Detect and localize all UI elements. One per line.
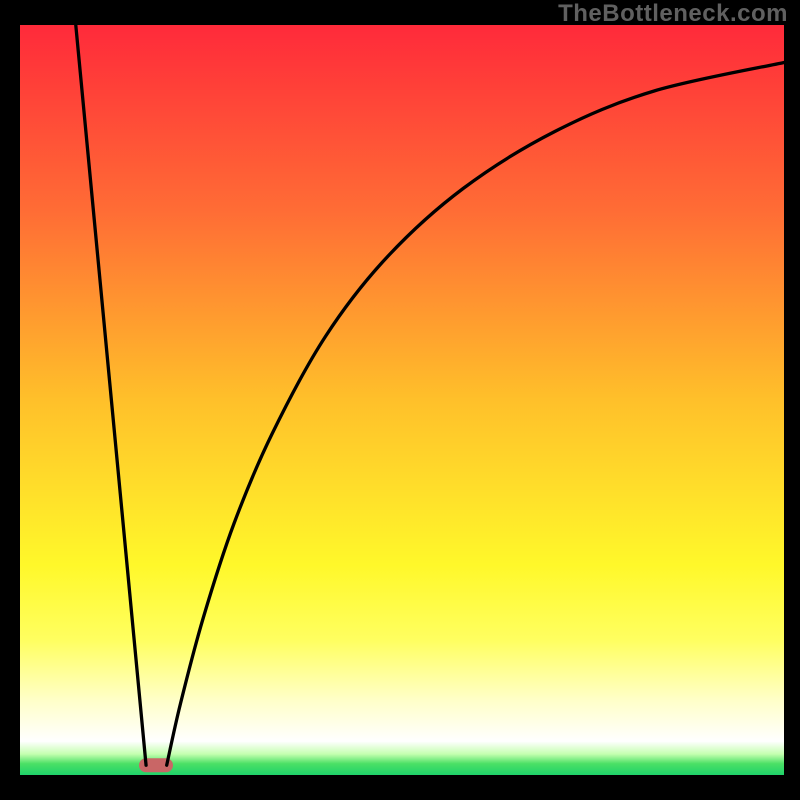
plot-area xyxy=(20,25,784,775)
bottleneck-chart xyxy=(0,0,800,800)
chart-container: { "watermark": "TheBottleneck.com", "cha… xyxy=(0,0,800,800)
watermark-text: TheBottleneck.com xyxy=(558,0,788,28)
